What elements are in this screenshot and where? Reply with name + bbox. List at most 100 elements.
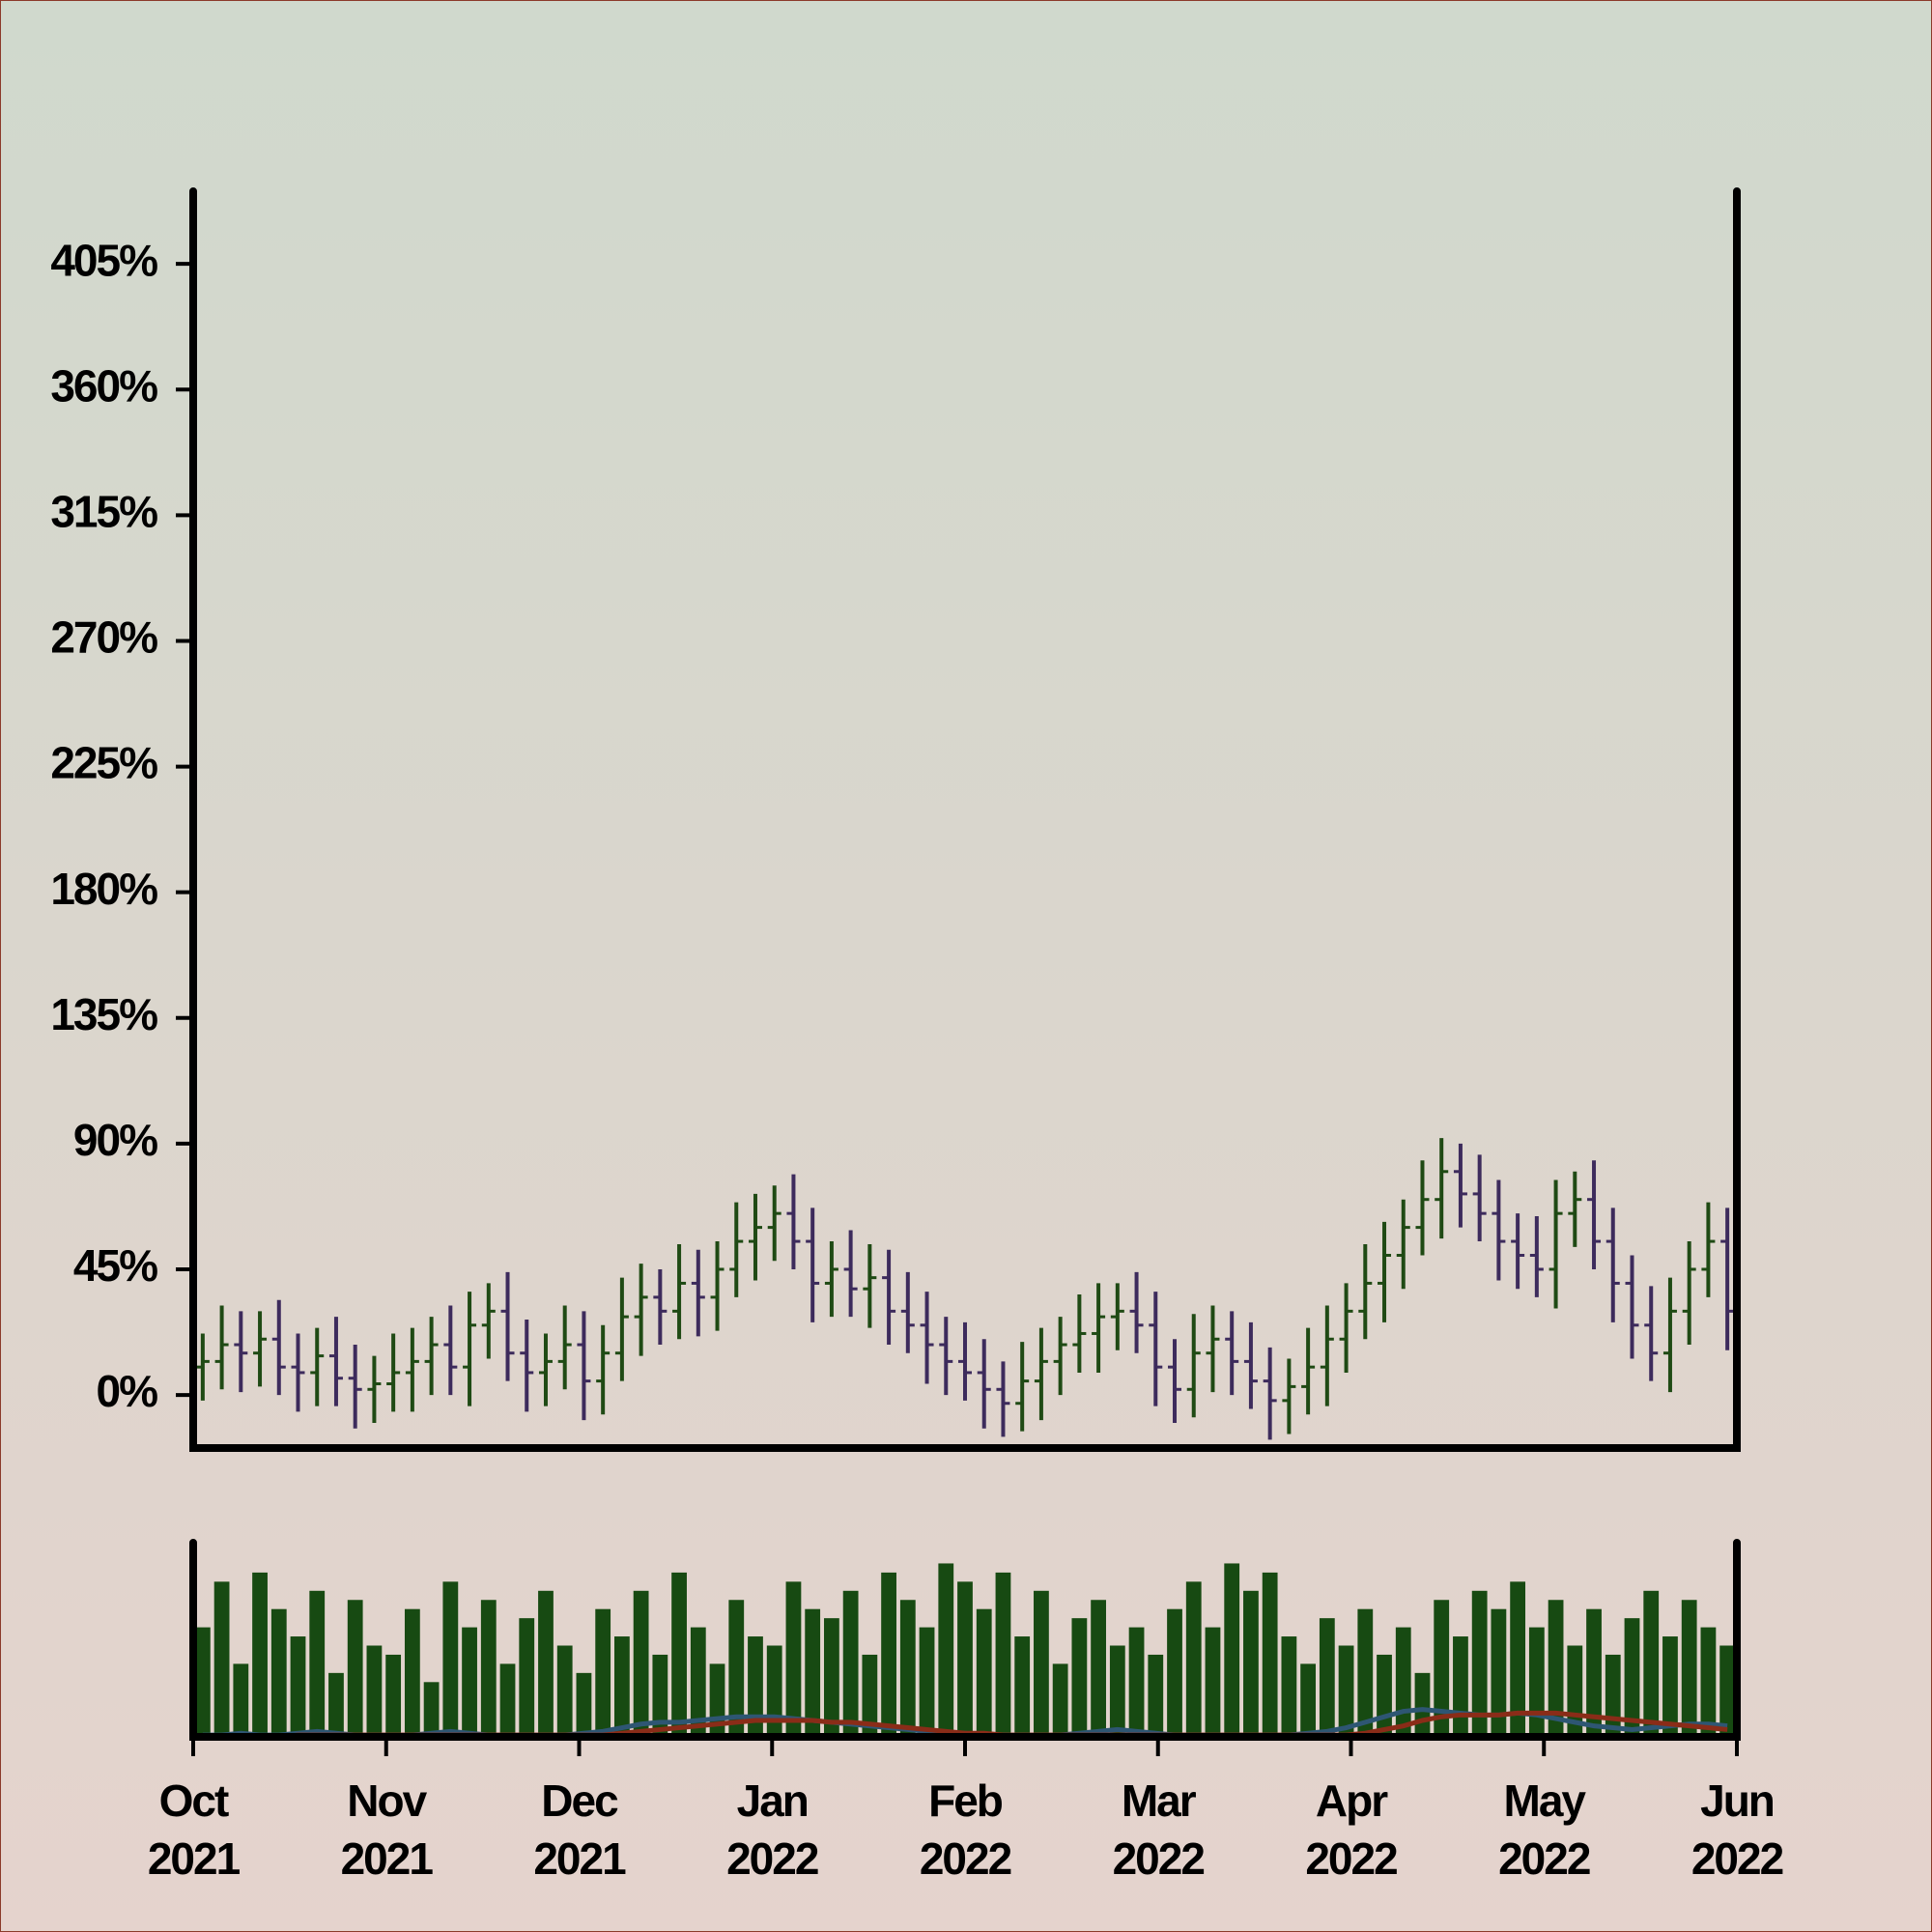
- y-tick-label: 180%: [50, 864, 157, 914]
- volume-bar: [480, 1600, 497, 1737]
- price-axes: [189, 187, 1741, 1452]
- x-tick-label: Apr: [1316, 1776, 1388, 1826]
- x-tick-label: Nov: [347, 1776, 427, 1826]
- volume-bar: [766, 1645, 782, 1737]
- volume-bar: [290, 1636, 306, 1737]
- volume-bar: [1319, 1618, 1335, 1737]
- volume-bar: [1414, 1672, 1431, 1737]
- y-tick-label: 45%: [73, 1240, 157, 1291]
- volume-bar: [881, 1572, 896, 1737]
- volume-bar: [404, 1608, 420, 1737]
- labels: 0% 45% 90% 135% 180% 225% 270% 315% 360% 405% Oct 2…: [50, 235, 1784, 1884]
- volume-bar: [1681, 1600, 1697, 1737]
- volume-bar: [1453, 1636, 1468, 1737]
- x-tick-label: Jan: [737, 1776, 808, 1826]
- volume-bar: [1205, 1627, 1221, 1737]
- volume-bar: [309, 1590, 326, 1737]
- volume-bar: [899, 1600, 916, 1737]
- volume-bar: [1148, 1654, 1164, 1737]
- volume-bar: [1281, 1636, 1297, 1737]
- volume-bar: [1528, 1627, 1545, 1737]
- volume-bar: [1491, 1608, 1507, 1737]
- volume-bar: [1071, 1618, 1088, 1737]
- volume-bar: [1167, 1608, 1182, 1737]
- volume-bar: [194, 1627, 211, 1737]
- volume-bar: [671, 1572, 687, 1737]
- x-tick-label: May: [1504, 1776, 1587, 1826]
- volume-bar: [805, 1608, 821, 1737]
- volume-bar: [442, 1581, 459, 1737]
- volume-bar: [1185, 1581, 1202, 1737]
- x-tick-label: 2022: [1691, 1833, 1783, 1884]
- volume-bar: [785, 1581, 802, 1737]
- volume-bar: [1109, 1645, 1125, 1737]
- volume-bar: [233, 1663, 249, 1737]
- x-tick-label: Dec: [541, 1776, 618, 1826]
- y-tick-label: 135%: [50, 989, 157, 1039]
- volume-bar: [652, 1654, 668, 1737]
- volume-bar: [690, 1627, 706, 1737]
- volume-bar: [347, 1600, 363, 1737]
- x-tick-label: Mar: [1122, 1776, 1197, 1826]
- volume-bar: [1300, 1663, 1317, 1737]
- volume-bar: [1357, 1608, 1374, 1737]
- x-tick-label: 2022: [1305, 1833, 1397, 1884]
- volume-bar: [556, 1645, 573, 1737]
- x-tick-label: Feb: [928, 1776, 1003, 1826]
- x-tick-label: 2021: [533, 1833, 626, 1884]
- volume-bar: [1624, 1618, 1640, 1737]
- volume-bar: [842, 1590, 859, 1737]
- volume-bar: [385, 1654, 402, 1737]
- volume-bar: [613, 1636, 630, 1737]
- x-tick-label: 2021: [148, 1833, 241, 1884]
- volume-bar: [728, 1600, 745, 1737]
- x-tick-label: 2022: [726, 1833, 818, 1884]
- volume-bar: [366, 1645, 383, 1737]
- y-tick-label: 225%: [50, 738, 157, 788]
- volume-bar: [1262, 1572, 1278, 1737]
- volume-bar: [213, 1581, 230, 1737]
- volume-bar: [538, 1590, 554, 1737]
- volume-bar: [270, 1608, 287, 1737]
- y-tick-label: 270%: [50, 612, 157, 663]
- x-tick-label: 2022: [1113, 1833, 1205, 1884]
- volume-bar: [1128, 1627, 1145, 1737]
- volume-bar: [1719, 1645, 1736, 1737]
- volume-bar: [976, 1608, 992, 1737]
- volume-bar: [252, 1572, 268, 1737]
- x-tick-label: 2021: [341, 1833, 434, 1884]
- price-panel: [195, 1138, 1735, 1440]
- volume-bar: [423, 1682, 440, 1737]
- volume-bar: [1510, 1581, 1526, 1737]
- volume-bar: [938, 1563, 954, 1737]
- volume-bar: [1605, 1654, 1621, 1737]
- volume-bar: [1471, 1590, 1488, 1737]
- y-tick-label: 90%: [73, 1115, 157, 1165]
- volume-bar: [633, 1590, 649, 1737]
- volume-bar: [1700, 1627, 1717, 1737]
- volume-bar: [1548, 1600, 1564, 1737]
- volume-bar: [1052, 1663, 1068, 1737]
- volume-bar: [862, 1654, 878, 1737]
- volume-bar: [957, 1581, 973, 1737]
- volume-bar: [748, 1636, 763, 1737]
- volume-bar: [1338, 1645, 1354, 1737]
- volume-bar: [1224, 1563, 1240, 1737]
- y-tick-label: 315%: [50, 487, 157, 537]
- volume-bar: [462, 1627, 477, 1737]
- volume-bar: [1377, 1654, 1392, 1737]
- volume-bar: [595, 1608, 611, 1737]
- volume-bar: [1395, 1627, 1411, 1737]
- x-tick-label: Oct: [159, 1776, 229, 1826]
- volume-bar: [328, 1672, 344, 1737]
- volume-bar: [1034, 1590, 1049, 1737]
- volume-bar: [576, 1672, 592, 1737]
- volume-bar: [824, 1618, 839, 1737]
- volume-bar: [1662, 1636, 1678, 1737]
- volume-bar: [1243, 1590, 1259, 1737]
- volume-bar: [1091, 1600, 1106, 1737]
- volume-bar: [1434, 1600, 1450, 1737]
- volume-bar: [1586, 1608, 1602, 1737]
